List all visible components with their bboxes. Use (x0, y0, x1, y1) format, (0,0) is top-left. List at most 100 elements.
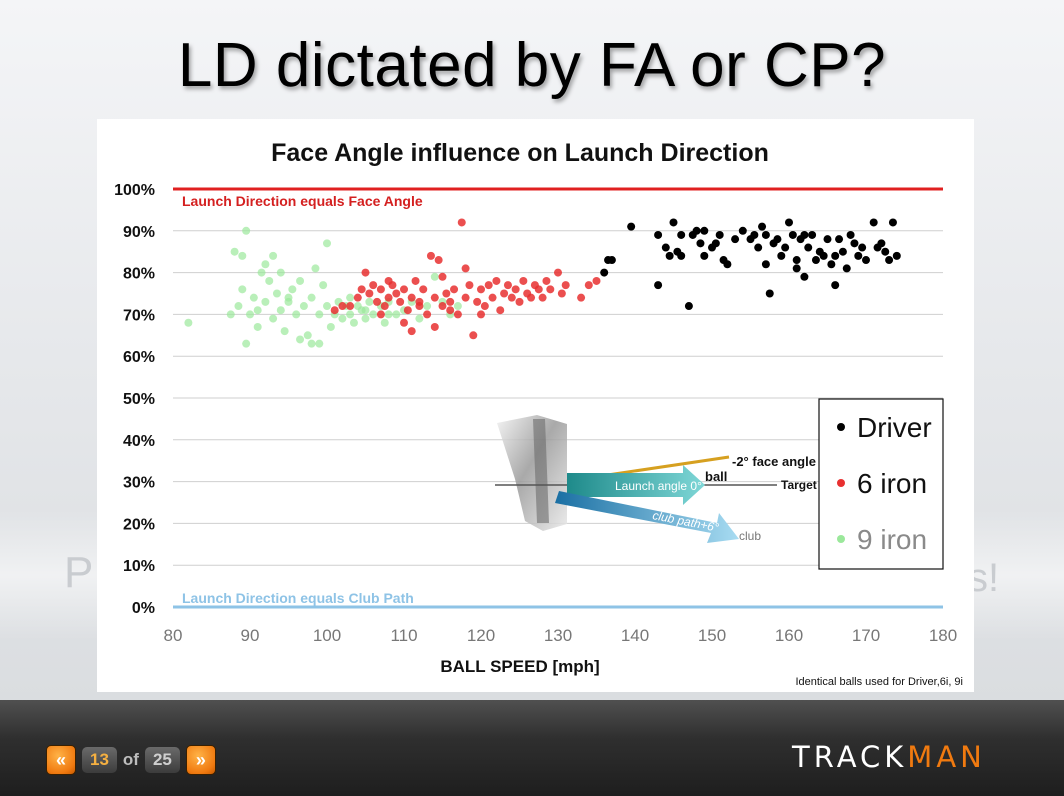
next-slide-button[interactable]: » (185, 745, 216, 775)
data-point-driver (754, 243, 763, 252)
x-axis-labels: 80 90 100 110 120 130 140 150 160 170 180 (164, 626, 958, 645)
data-point-6-iron (488, 293, 497, 302)
data-point-driver (700, 226, 709, 235)
data-point-driver (761, 260, 770, 269)
data-point-driver (888, 218, 897, 227)
data-point-6-iron (496, 306, 505, 315)
data-point-driver (765, 289, 774, 298)
data-point-9-iron (349, 318, 358, 327)
data-point-6-iron (384, 276, 393, 285)
data-point-6-iron (407, 293, 416, 302)
data-point-6-iron (338, 302, 347, 311)
double-chevron-right-icon: » (195, 750, 206, 770)
data-point-9-iron (269, 314, 278, 323)
x-axis-title: BALL SPEED [mph] (440, 657, 599, 676)
data-point-9-iron (323, 302, 331, 311)
data-point-6-iron (446, 306, 455, 315)
legend-label-driver: Driver (857, 412, 932, 443)
data-point-9-iron (319, 281, 328, 290)
chart-footnote: Identical balls used for Driver,6i, 9i (795, 676, 963, 688)
data-point-9-iron (276, 306, 285, 315)
data-point-9-iron (307, 339, 316, 348)
x-tick-label: 80 (164, 626, 183, 645)
y-tick-label: 70% (123, 307, 155, 324)
data-point-driver (665, 251, 674, 260)
data-point-6-iron (419, 285, 428, 294)
data-point-9-iron (276, 268, 285, 277)
data-point-6-iron (400, 285, 408, 294)
y-tick-label: 60% (123, 349, 155, 366)
data-point-6-iron (373, 297, 382, 306)
data-point-6-iron (480, 302, 489, 311)
data-point-6-iron (346, 302, 355, 311)
data-point-9-iron (315, 339, 324, 348)
data-point-9-iron (284, 293, 293, 302)
data-point-driver (862, 256, 870, 265)
legend-marker-6-iron (837, 479, 845, 487)
data-point-6-iron (527, 293, 536, 302)
data-point-driver (792, 256, 801, 265)
y-tick-label: 30% (123, 475, 155, 492)
data-point-driver (711, 239, 720, 248)
data-point-6-iron (477, 285, 485, 294)
data-point-driver (654, 281, 663, 290)
data-point-6-iron (477, 310, 485, 319)
data-point-driver (869, 218, 878, 227)
data-point-6-iron (411, 276, 420, 285)
data-point-driver (773, 235, 782, 244)
x-tick-label: 140 (621, 626, 649, 645)
club-head-image (497, 415, 567, 531)
y-tick-label: 10% (123, 558, 155, 575)
data-point-9-iron (230, 247, 239, 256)
data-point-driver (838, 247, 847, 256)
data-point-driver (696, 239, 705, 248)
data-point-9-iron (253, 306, 262, 315)
x-tick-label: 130 (544, 626, 572, 645)
data-point-6-iron (500, 289, 509, 298)
data-point-9-iron (246, 310, 254, 319)
reference-label-club-path: Launch Direction equals Club Path (182, 590, 414, 606)
data-point-driver (831, 251, 840, 260)
data-point-6-iron (442, 289, 451, 298)
data-point-6-iron (519, 276, 528, 285)
slide-title: LD dictated by FA or CP? (177, 31, 887, 100)
data-point-driver (700, 251, 709, 260)
x-tick-label: 160 (775, 626, 803, 645)
data-point-9-iron (280, 327, 289, 336)
data-point-9-iron (238, 285, 247, 294)
data-point-6-iron (554, 268, 562, 277)
previous-slide-button[interactable]: « (46, 745, 76, 775)
data-point-driver (831, 281, 840, 290)
data-point-6-iron (492, 276, 501, 285)
x-tick-label: 180 (929, 626, 957, 645)
data-point-driver (677, 230, 686, 239)
data-point-9-iron (234, 302, 243, 311)
data-point-6-iron (353, 293, 362, 302)
data-point-9-iron (369, 310, 378, 319)
data-point-6-iron (457, 218, 466, 227)
data-point-6-iron (392, 289, 401, 298)
data-point-9-iron (257, 268, 266, 277)
background-text-left: P (64, 548, 94, 597)
data-point-6-iron (434, 256, 443, 265)
data-point-9-iron (269, 251, 278, 260)
data-point-6-iron (484, 281, 493, 290)
data-point-9-iron (361, 314, 370, 323)
data-point-6-iron (507, 293, 516, 302)
y-tick-label: 0% (132, 600, 155, 617)
data-point-driver (854, 251, 863, 260)
data-point-driver (811, 256, 820, 265)
data-point-9-iron (265, 276, 274, 285)
data-point-driver (761, 230, 770, 239)
data-point-6-iron (542, 276, 551, 285)
data-point-driver (777, 251, 786, 260)
data-point-6-iron (557, 289, 566, 298)
data-point-driver (808, 230, 817, 239)
data-point-driver (800, 230, 809, 239)
data-point-6-iron (396, 297, 405, 306)
data-point-6-iron (515, 297, 524, 306)
data-point-6-iron (369, 281, 378, 290)
current-page-field[interactable]: 13 (82, 747, 117, 773)
data-point-9-iron (315, 310, 324, 319)
data-point-driver (885, 256, 894, 265)
